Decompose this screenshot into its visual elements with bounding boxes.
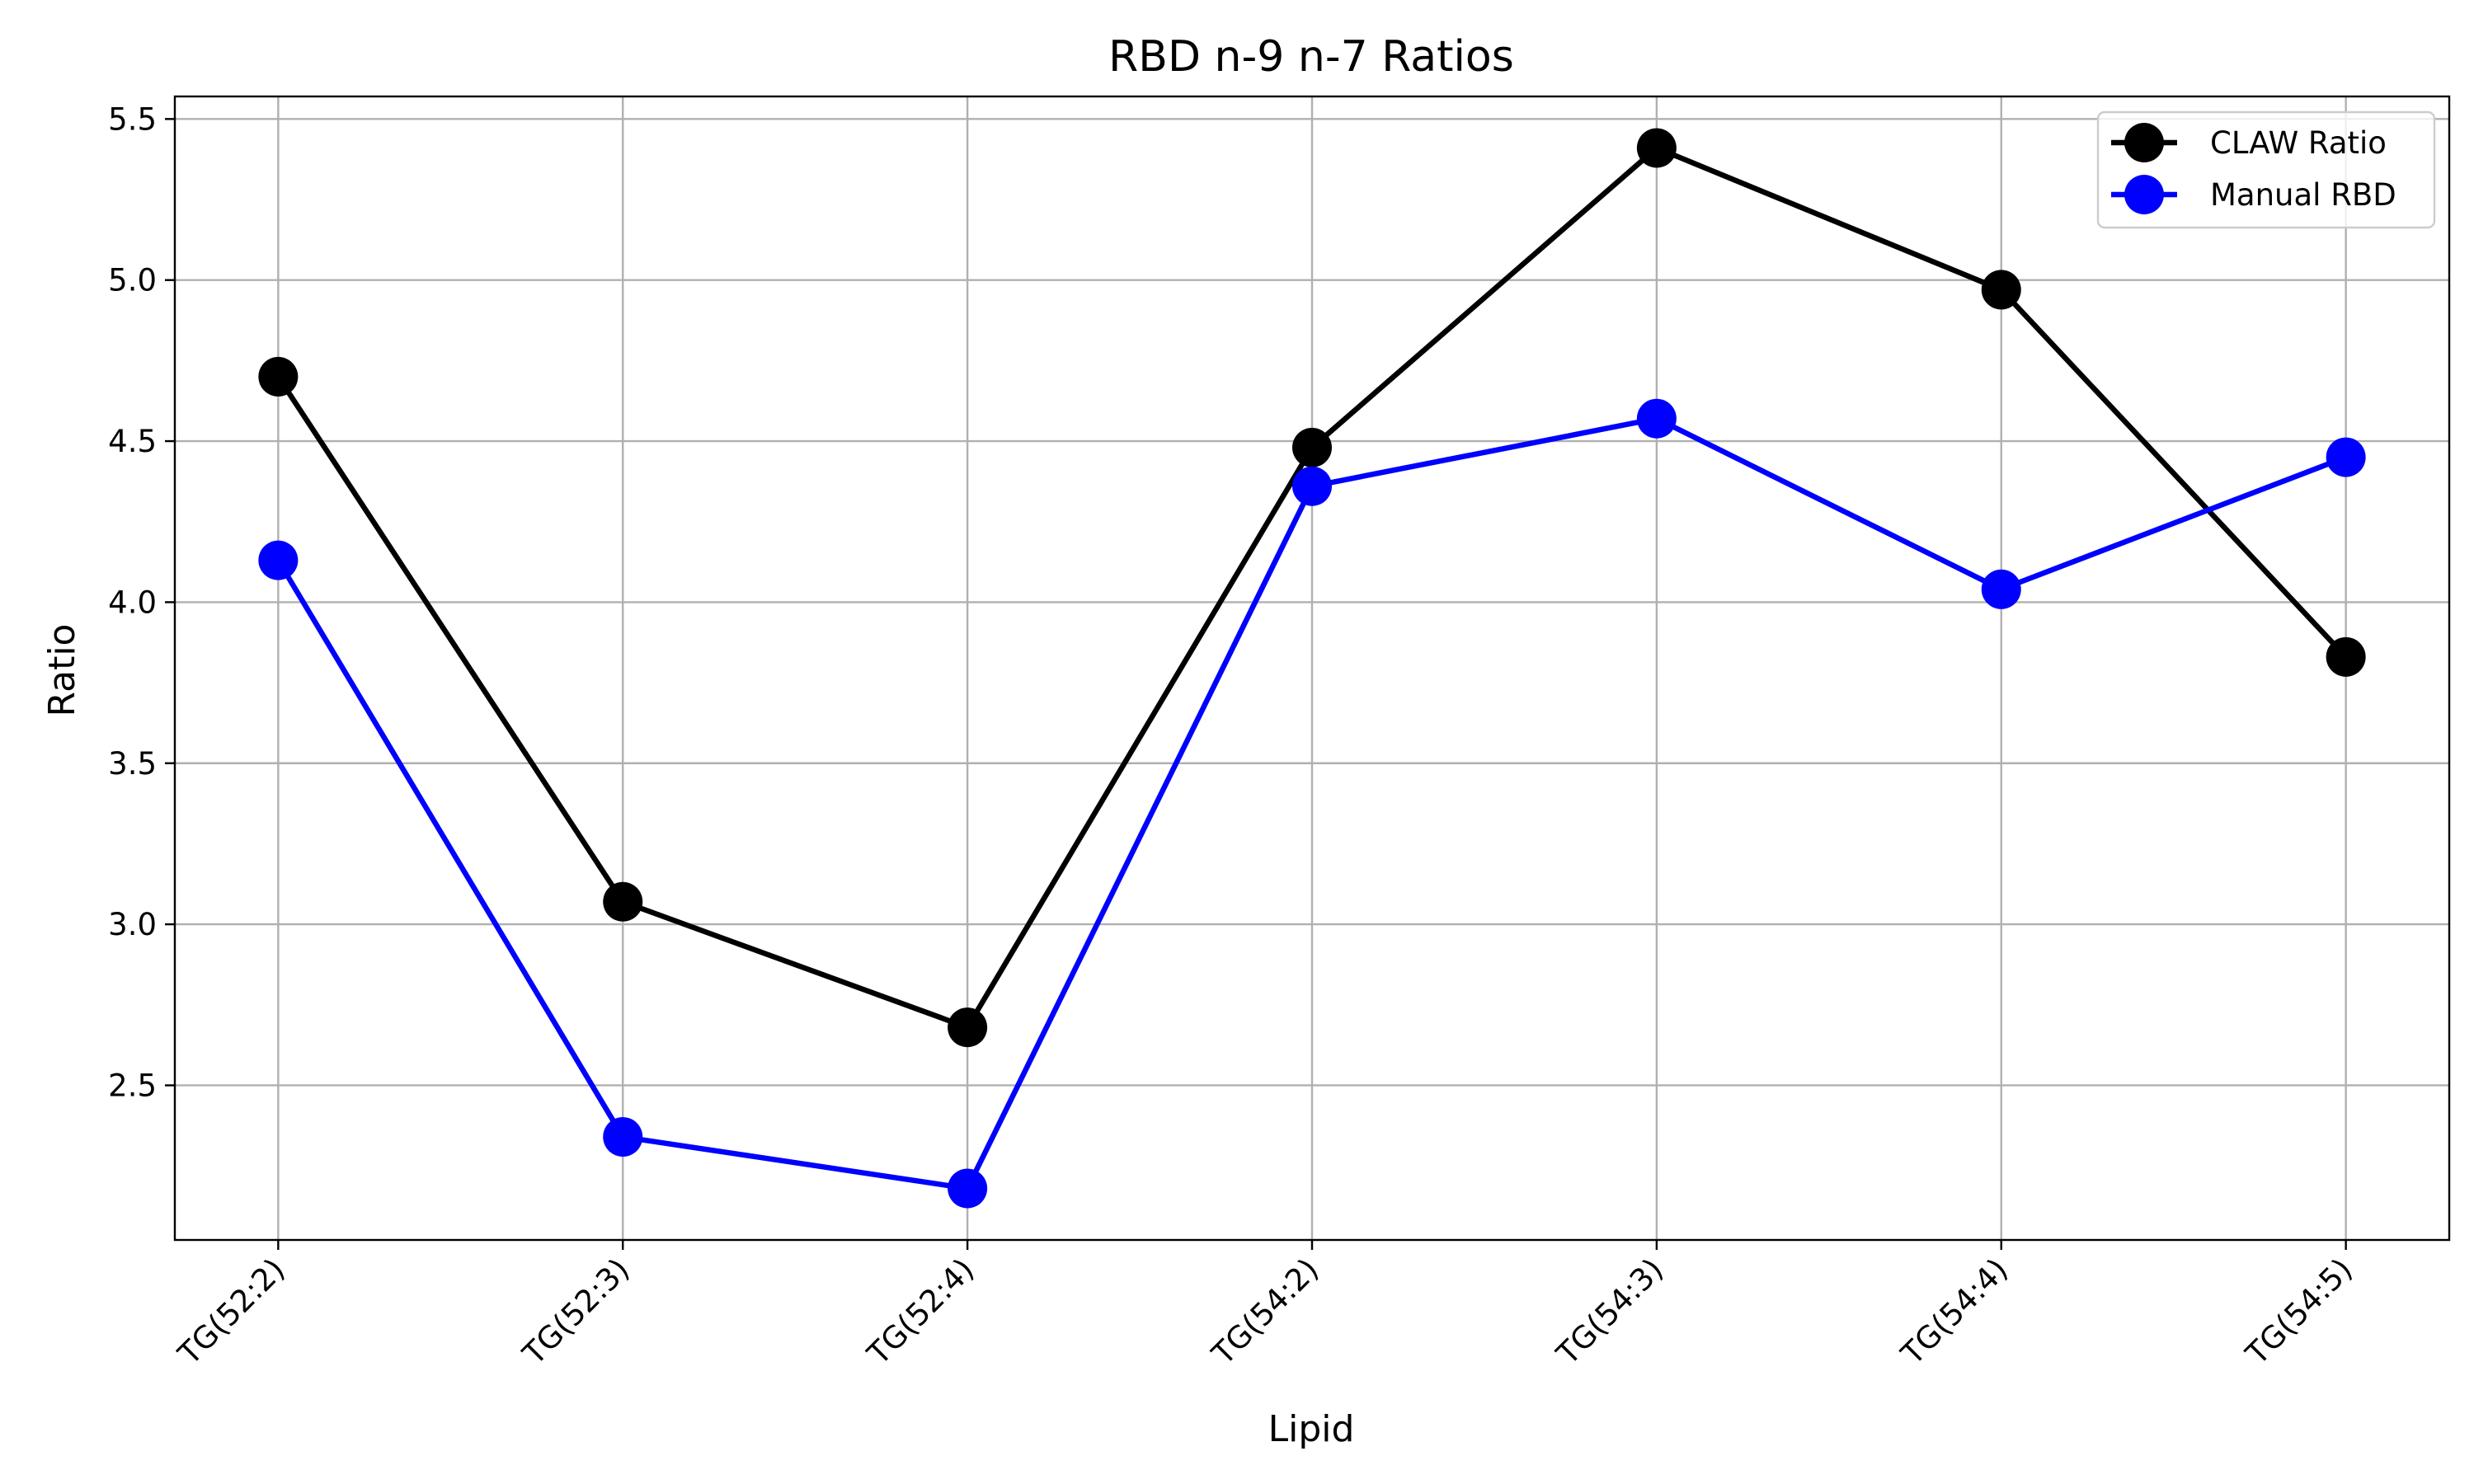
- y-tick-label: 5.5: [108, 101, 157, 137]
- data-point-claw-ratio: [2326, 636, 2366, 677]
- legend-label-claw-ratio: CLAW Ratio: [2210, 125, 2387, 161]
- x-axis-label: Lipid: [1268, 1408, 1355, 1450]
- legend: CLAW Ratio Manual RBD: [2096, 110, 2436, 229]
- y-tick-label: 2.5: [108, 1068, 157, 1103]
- y-tick-label: 4.0: [108, 585, 157, 620]
- y-tick-label: 5.0: [108, 263, 157, 298]
- data-point-claw-ratio: [1636, 128, 1677, 168]
- data-point-manual-rbd: [1292, 466, 1332, 506]
- data-point-claw-ratio: [603, 881, 643, 922]
- series-points: [258, 128, 2366, 1209]
- data-point-manual-rbd: [603, 1116, 643, 1157]
- data-point-claw-ratio: [1292, 427, 1332, 467]
- plot-frame: [173, 95, 2451, 1242]
- data-point-manual-rbd: [258, 540, 299, 580]
- data-point-claw-ratio: [948, 1007, 988, 1048]
- y-tick-label: 4.5: [108, 424, 157, 459]
- y-tick-label: 3.5: [108, 746, 157, 782]
- chart-title: RBD n-9 n-7 Ratios: [1108, 32, 1514, 82]
- data-point-claw-ratio: [1981, 270, 2021, 310]
- data-point-manual-rbd: [948, 1168, 988, 1209]
- legend-label-manual-rbd: Manual RBD: [2210, 177, 2396, 213]
- legend-marker-claw-ratio: [2124, 123, 2164, 162]
- y-tick-label: 3.0: [108, 907, 157, 942]
- gridlines: [175, 96, 2449, 1240]
- legend-marker-manual-rbd: [2124, 175, 2164, 214]
- data-point-manual-rbd: [1636, 398, 1677, 439]
- data-point-manual-rbd: [1981, 569, 2021, 609]
- data-point-manual-rbd: [2326, 437, 2366, 477]
- data-point-claw-ratio: [258, 356, 299, 397]
- y-axis-label: Ratio: [41, 624, 83, 717]
- legend-box: [2096, 110, 2436, 229]
